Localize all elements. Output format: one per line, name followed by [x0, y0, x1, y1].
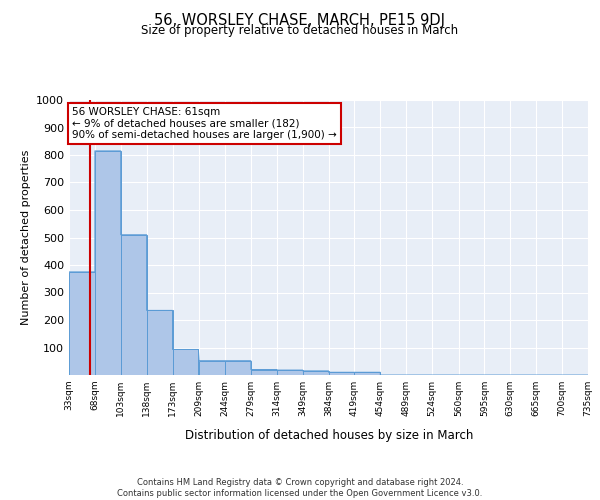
Bar — [69, 272, 95, 375]
Bar — [95, 151, 121, 375]
Bar — [146, 310, 173, 375]
Bar — [302, 371, 329, 375]
Bar — [199, 360, 225, 375]
Text: Contains HM Land Registry data © Crown copyright and database right 2024.
Contai: Contains HM Land Registry data © Crown c… — [118, 478, 482, 498]
Bar — [121, 235, 146, 375]
Bar — [173, 350, 199, 375]
Text: Size of property relative to detached houses in March: Size of property relative to detached ho… — [142, 24, 458, 37]
Bar — [251, 370, 277, 375]
Text: Distribution of detached houses by size in March: Distribution of detached houses by size … — [185, 428, 473, 442]
Bar — [225, 360, 251, 375]
Y-axis label: Number of detached properties: Number of detached properties — [20, 150, 31, 325]
Bar — [355, 372, 380, 375]
Text: 56, WORSLEY CHASE, MARCH, PE15 9DJ: 56, WORSLEY CHASE, MARCH, PE15 9DJ — [155, 12, 445, 28]
Bar — [329, 372, 355, 375]
Text: 56 WORSLEY CHASE: 61sqm
← 9% of detached houses are smaller (182)
90% of semi-de: 56 WORSLEY CHASE: 61sqm ← 9% of detached… — [72, 107, 337, 140]
Bar — [277, 370, 302, 375]
